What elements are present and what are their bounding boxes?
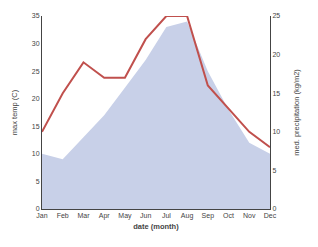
svg-text:Sep: Sep bbox=[202, 212, 215, 220]
svg-text:Oct: Oct bbox=[223, 212, 234, 219]
svg-text:Aug: Aug bbox=[181, 212, 194, 220]
svg-text:15: 15 bbox=[272, 90, 280, 97]
svg-text:10: 10 bbox=[272, 128, 280, 135]
svg-text:Jun: Jun bbox=[140, 212, 151, 219]
svg-text:0: 0 bbox=[36, 205, 40, 212]
svg-text:Jan: Jan bbox=[36, 212, 47, 219]
svg-text:date (month): date (month) bbox=[133, 222, 179, 231]
svg-text:Nov: Nov bbox=[243, 212, 256, 219]
svg-text:Mar: Mar bbox=[77, 212, 90, 219]
svg-text:30: 30 bbox=[32, 40, 40, 47]
svg-text:20: 20 bbox=[32, 95, 40, 102]
svg-text:35: 35 bbox=[32, 12, 40, 19]
svg-text:med. precipitation (kg/m2): med. precipitation (kg/m2) bbox=[292, 69, 301, 156]
svg-text:5: 5 bbox=[36, 178, 40, 185]
svg-text:0: 0 bbox=[272, 205, 276, 212]
svg-text:15: 15 bbox=[32, 123, 40, 130]
svg-text:Apr: Apr bbox=[99, 212, 111, 220]
svg-text:max temp (C): max temp (C) bbox=[10, 89, 19, 135]
svg-text:Jul: Jul bbox=[162, 212, 171, 219]
svg-text:Dec: Dec bbox=[264, 212, 277, 219]
svg-text:5: 5 bbox=[272, 167, 276, 174]
svg-text:10: 10 bbox=[32, 150, 40, 157]
svg-text:May: May bbox=[118, 212, 132, 220]
svg-text:Feb: Feb bbox=[57, 212, 69, 219]
svg-text:25: 25 bbox=[32, 68, 40, 75]
svg-text:25: 25 bbox=[272, 12, 280, 19]
svg-text:20: 20 bbox=[272, 51, 280, 58]
